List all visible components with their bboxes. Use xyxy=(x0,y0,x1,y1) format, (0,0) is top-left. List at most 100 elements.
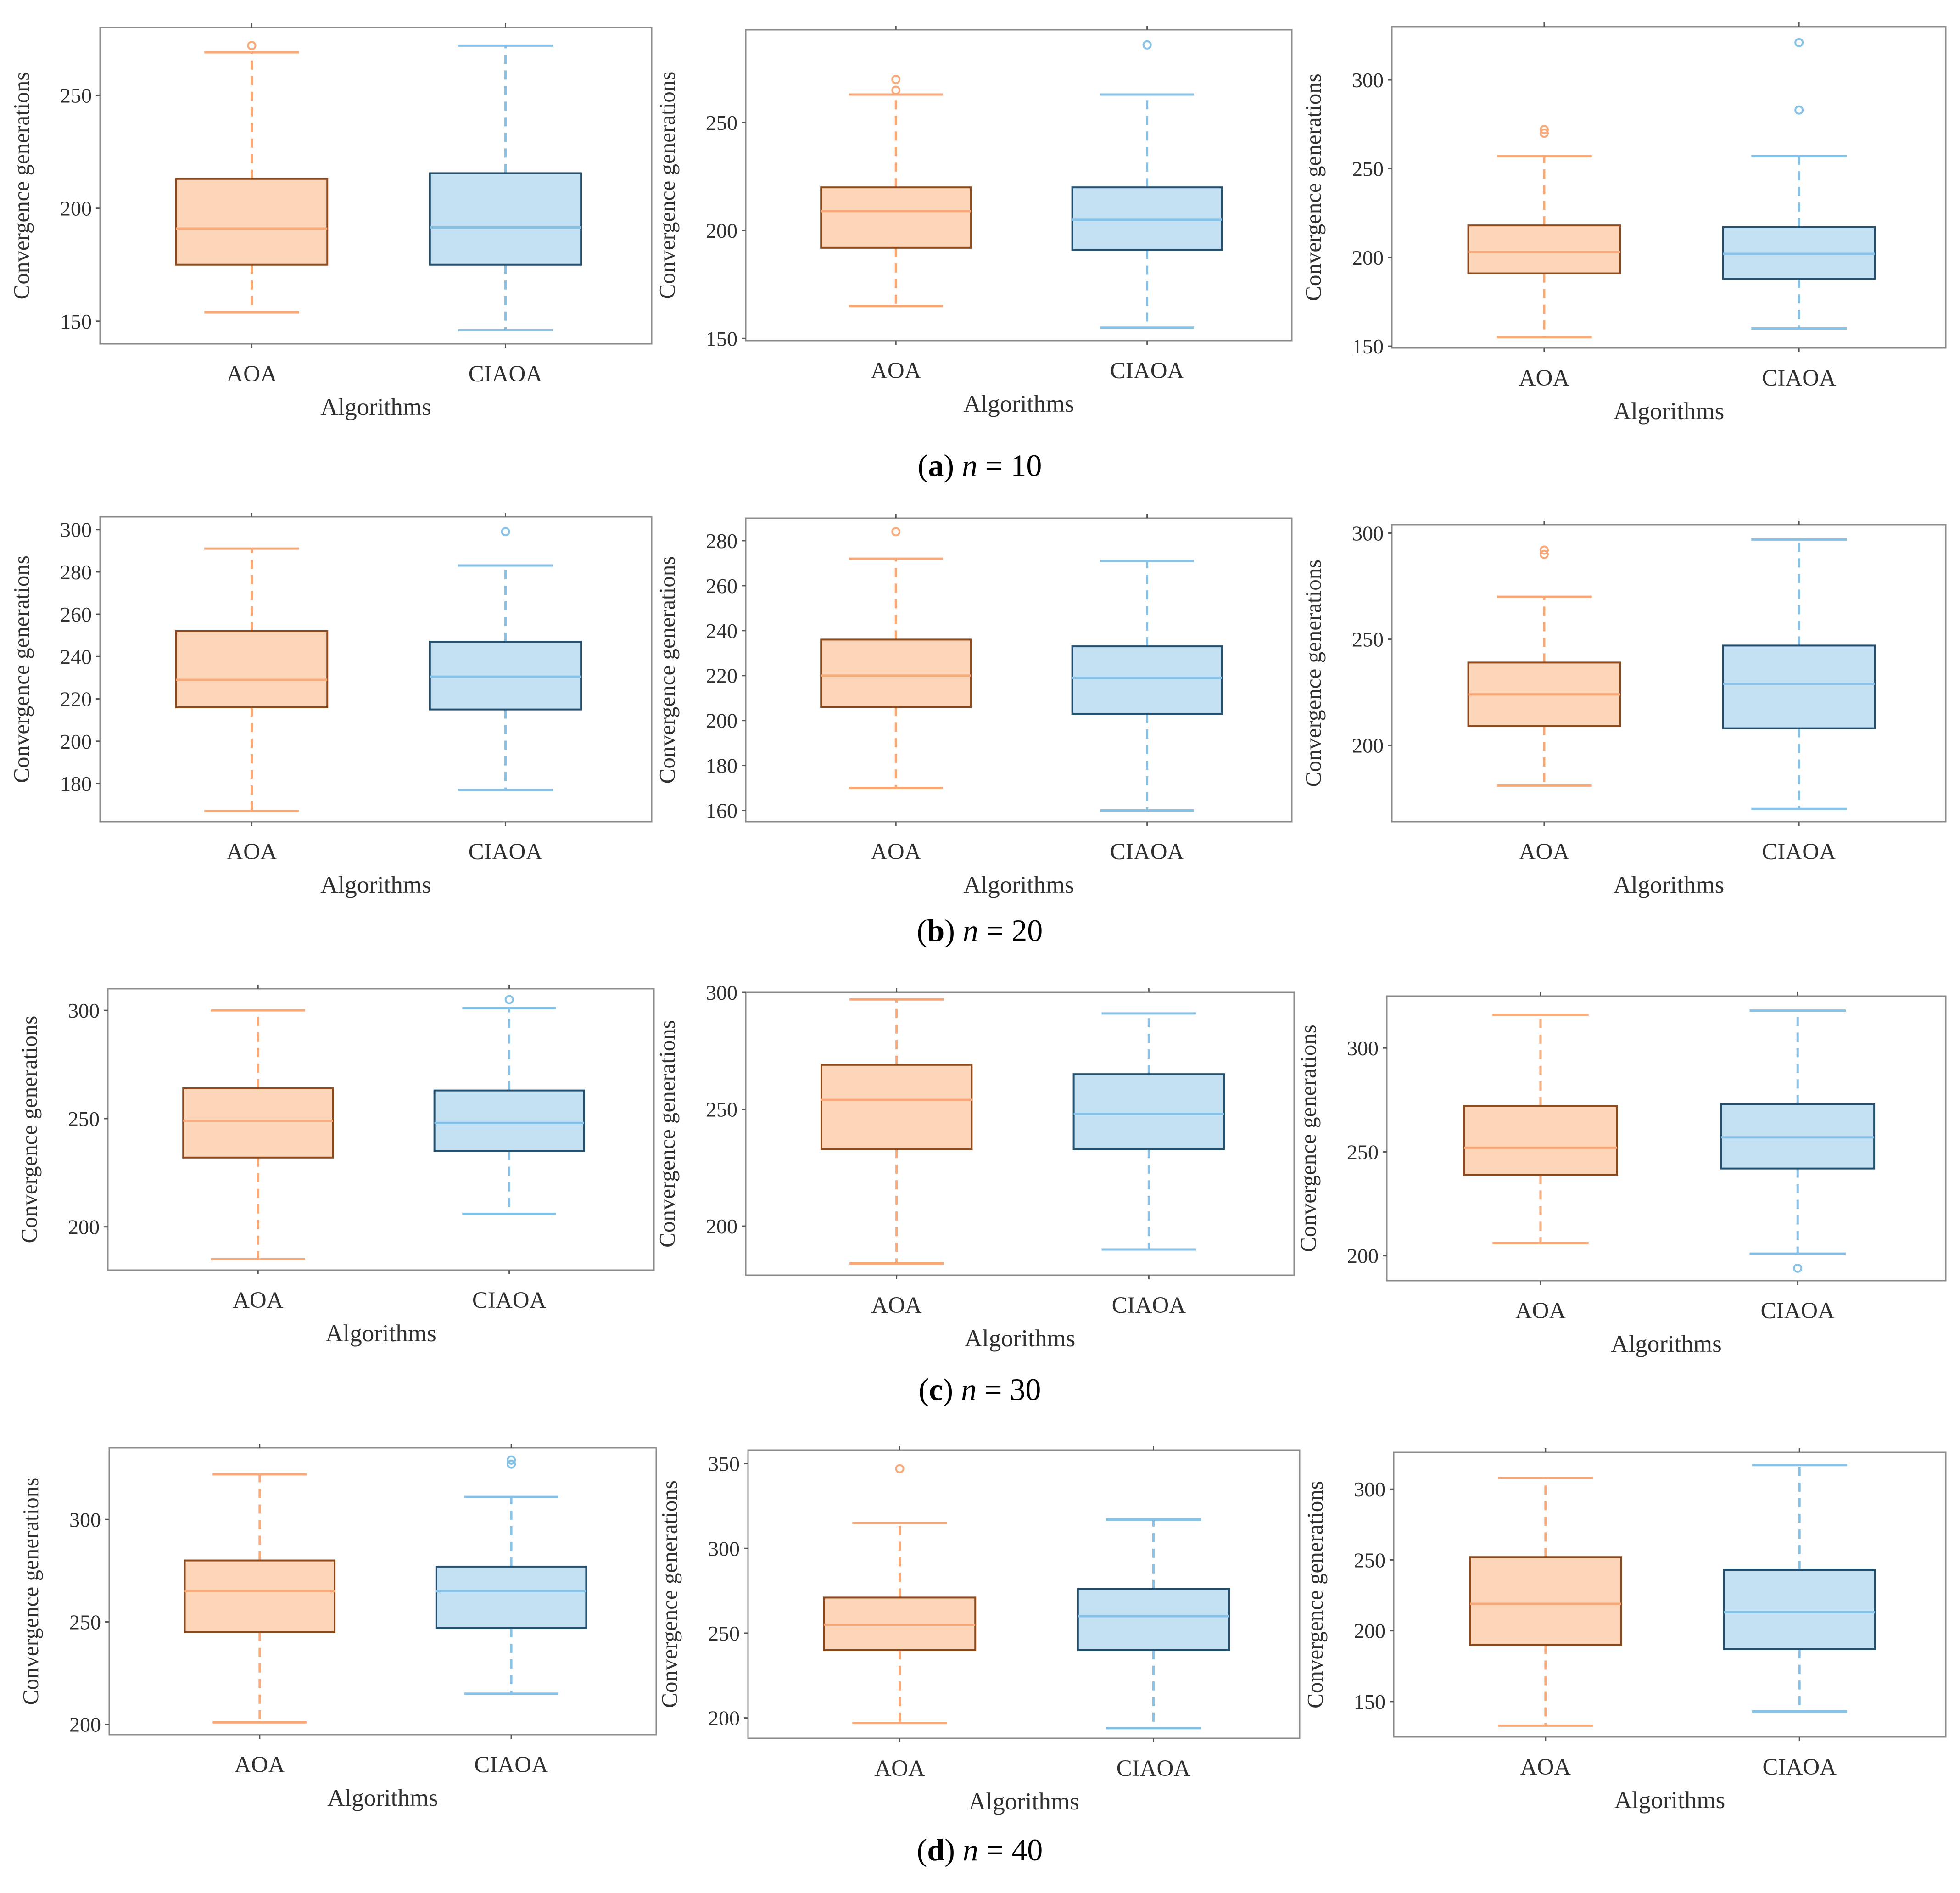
box-aoa: AOA xyxy=(820,988,973,1318)
box-aoa: AOA xyxy=(1469,1448,1622,1780)
plot-frame xyxy=(107,988,655,1271)
plot-frame xyxy=(1386,995,1947,1282)
y-axis-label: Convergence generations xyxy=(17,1016,42,1243)
y-axis-label: Convergence generations xyxy=(18,1478,43,1705)
box-ciaoa: CIAOA xyxy=(1722,22,1876,391)
iqr-box xyxy=(184,1559,336,1633)
y-tick-label: 350 xyxy=(708,1452,740,1476)
chart-panel: 200 250 300 Convergence generations AOA CIAOA… xyxy=(17,985,655,1347)
iqr-box xyxy=(1469,1556,1622,1646)
category-label: AOA xyxy=(1515,1298,1566,1324)
outlier-point xyxy=(1539,125,1549,134)
category-label: AOA xyxy=(226,839,277,865)
y-tick-label: 240 xyxy=(706,619,737,643)
y-tick-label: 180 xyxy=(706,754,737,778)
category-label: CIAOA xyxy=(1112,1293,1186,1318)
caption-value: = 40 xyxy=(978,1832,1043,1867)
y-tick-label: 200 xyxy=(68,1215,100,1239)
outlier-point xyxy=(891,75,901,84)
category-label: AOA xyxy=(1519,839,1570,865)
y-axis-label: Convergence generations xyxy=(1295,1025,1321,1252)
plot-frame xyxy=(1391,524,1947,823)
category-label: CIAOA xyxy=(1117,1756,1191,1781)
box-ciaoa: CIAOA xyxy=(435,1444,587,1778)
category-label: CIAOA xyxy=(469,839,543,865)
caption-open: ( xyxy=(918,448,928,483)
outlier-point xyxy=(1794,105,1804,115)
category-label: CIAOA xyxy=(474,1752,548,1778)
plot-frame xyxy=(99,516,653,823)
y-tick-label: 250 xyxy=(706,111,737,134)
category-label: AOA xyxy=(226,361,277,387)
y-tick-label: 200 xyxy=(1352,734,1384,757)
y-tick-label: 300 xyxy=(1354,1478,1385,1501)
x-axis-label: Algorithms xyxy=(968,1788,1079,1815)
iqr-box xyxy=(175,630,329,708)
outlier-point xyxy=(1539,549,1549,559)
y-axis-label: Convergence generations xyxy=(654,72,680,299)
y-tick-label: 250 xyxy=(69,1610,101,1634)
y-tick-label: 250 xyxy=(1354,1548,1385,1572)
x-axis-label: Algorithms xyxy=(963,391,1074,417)
caption-value: = 20 xyxy=(978,913,1043,948)
iqr-box xyxy=(1723,1569,1876,1650)
outlier-point xyxy=(247,41,257,50)
subfigure-caption: (b) n = 20 xyxy=(917,913,1043,948)
box-ciaoa: CIAOA xyxy=(1723,1448,1876,1780)
y-tick-label: 250 xyxy=(60,84,92,107)
category-label: CIAOA xyxy=(1762,1754,1837,1780)
iqr-box xyxy=(1072,1073,1225,1150)
x-axis-label: Algorithms xyxy=(320,394,431,420)
iqr-box xyxy=(429,172,582,266)
category-label: AOA xyxy=(874,1756,925,1781)
iqr-box xyxy=(820,1064,973,1150)
y-axis-label: Convergence generations xyxy=(9,555,34,783)
plot-frame xyxy=(747,1449,1301,1739)
caption-variable: n xyxy=(962,448,977,483)
category-label: CIAOA xyxy=(1762,365,1836,391)
x-axis-label: Algorithms xyxy=(965,1325,1075,1352)
outlier-point xyxy=(1793,1263,1803,1273)
chart-panel: 200 250 300 350 Convergence generations AOA CI… xyxy=(657,1446,1301,1815)
chart-panel: 150 200 250 300 Convergence generations AOA CI… xyxy=(1302,1448,1947,1814)
box-aoa: AOA xyxy=(184,1444,336,1778)
y-tick-label: 200 xyxy=(1352,246,1384,269)
y-tick-label: 300 xyxy=(706,981,737,1004)
chart-panel: 150 200 250 300 Convergence generations AOA CI… xyxy=(1301,22,1947,425)
y-tick-label: 300 xyxy=(68,999,100,1022)
category-label: CIAOA xyxy=(1762,839,1836,865)
caption-open: ( xyxy=(917,1832,927,1867)
plot-frame xyxy=(1393,1451,1947,1738)
box-ciaoa: CIAOA xyxy=(1071,514,1223,865)
outlier-point xyxy=(504,995,514,1004)
y-tick-label: 150 xyxy=(706,327,737,350)
caption-letter: d xyxy=(927,1832,944,1867)
y-tick-label: 300 xyxy=(69,1508,101,1531)
box-ciaoa: CIAOA xyxy=(429,23,582,387)
y-tick-label: 200 xyxy=(69,1713,101,1736)
chart-panel: 160 180 200 220 240 260 280 Convergence generat… xyxy=(654,514,1293,898)
box-aoa: AOA xyxy=(820,514,972,865)
y-tick-label: 260 xyxy=(60,603,92,626)
plot-frame xyxy=(99,27,653,345)
y-tick-label: 200 xyxy=(60,197,92,220)
iqr-box xyxy=(433,1089,585,1152)
y-tick-label: 250 xyxy=(1352,628,1384,651)
caption-variable: n xyxy=(961,1372,977,1407)
box-ciaoa: CIAOA xyxy=(1720,992,1876,1324)
y-tick-label: 300 xyxy=(1352,521,1384,545)
y-tick-label: 200 xyxy=(1347,1244,1379,1268)
y-tick-label: 200 xyxy=(708,1707,740,1730)
y-tick-label: 150 xyxy=(60,310,92,333)
y-tick-label: 180 xyxy=(60,772,92,795)
box-aoa: AOA xyxy=(1463,992,1618,1324)
y-tick-label: 200 xyxy=(60,730,92,753)
box-aoa: AOA xyxy=(175,513,329,865)
caption-value: = 30 xyxy=(977,1372,1041,1407)
y-tick-label: 220 xyxy=(60,688,92,711)
box-aoa: AOA xyxy=(823,1446,977,1781)
x-axis-label: Algorithms xyxy=(320,872,431,898)
category-label: AOA xyxy=(233,1288,284,1313)
box-aoa: AOA xyxy=(182,985,334,1313)
y-axis-label: Convergence generations xyxy=(657,1480,682,1708)
